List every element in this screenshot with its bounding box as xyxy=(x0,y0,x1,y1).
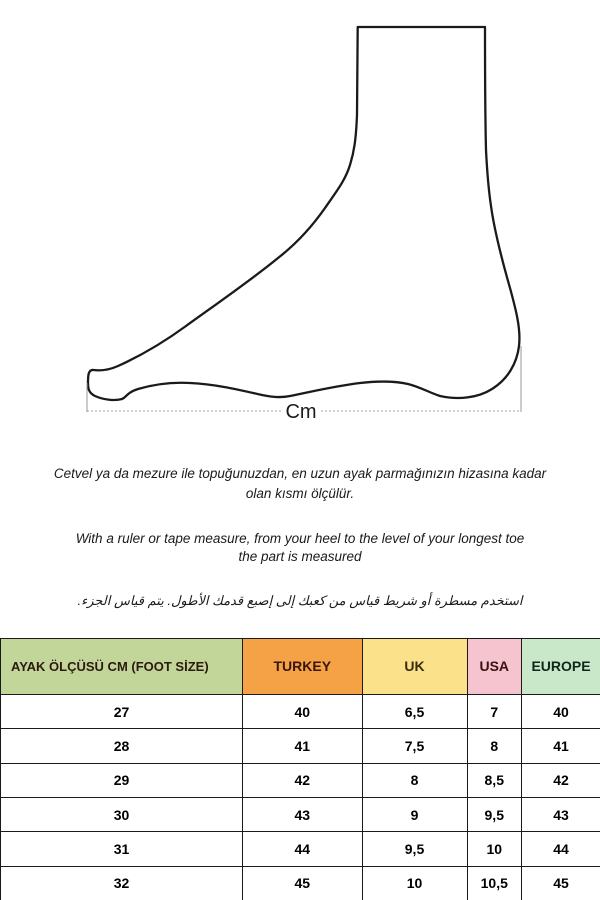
svg-text:Cm: Cm xyxy=(285,401,316,423)
